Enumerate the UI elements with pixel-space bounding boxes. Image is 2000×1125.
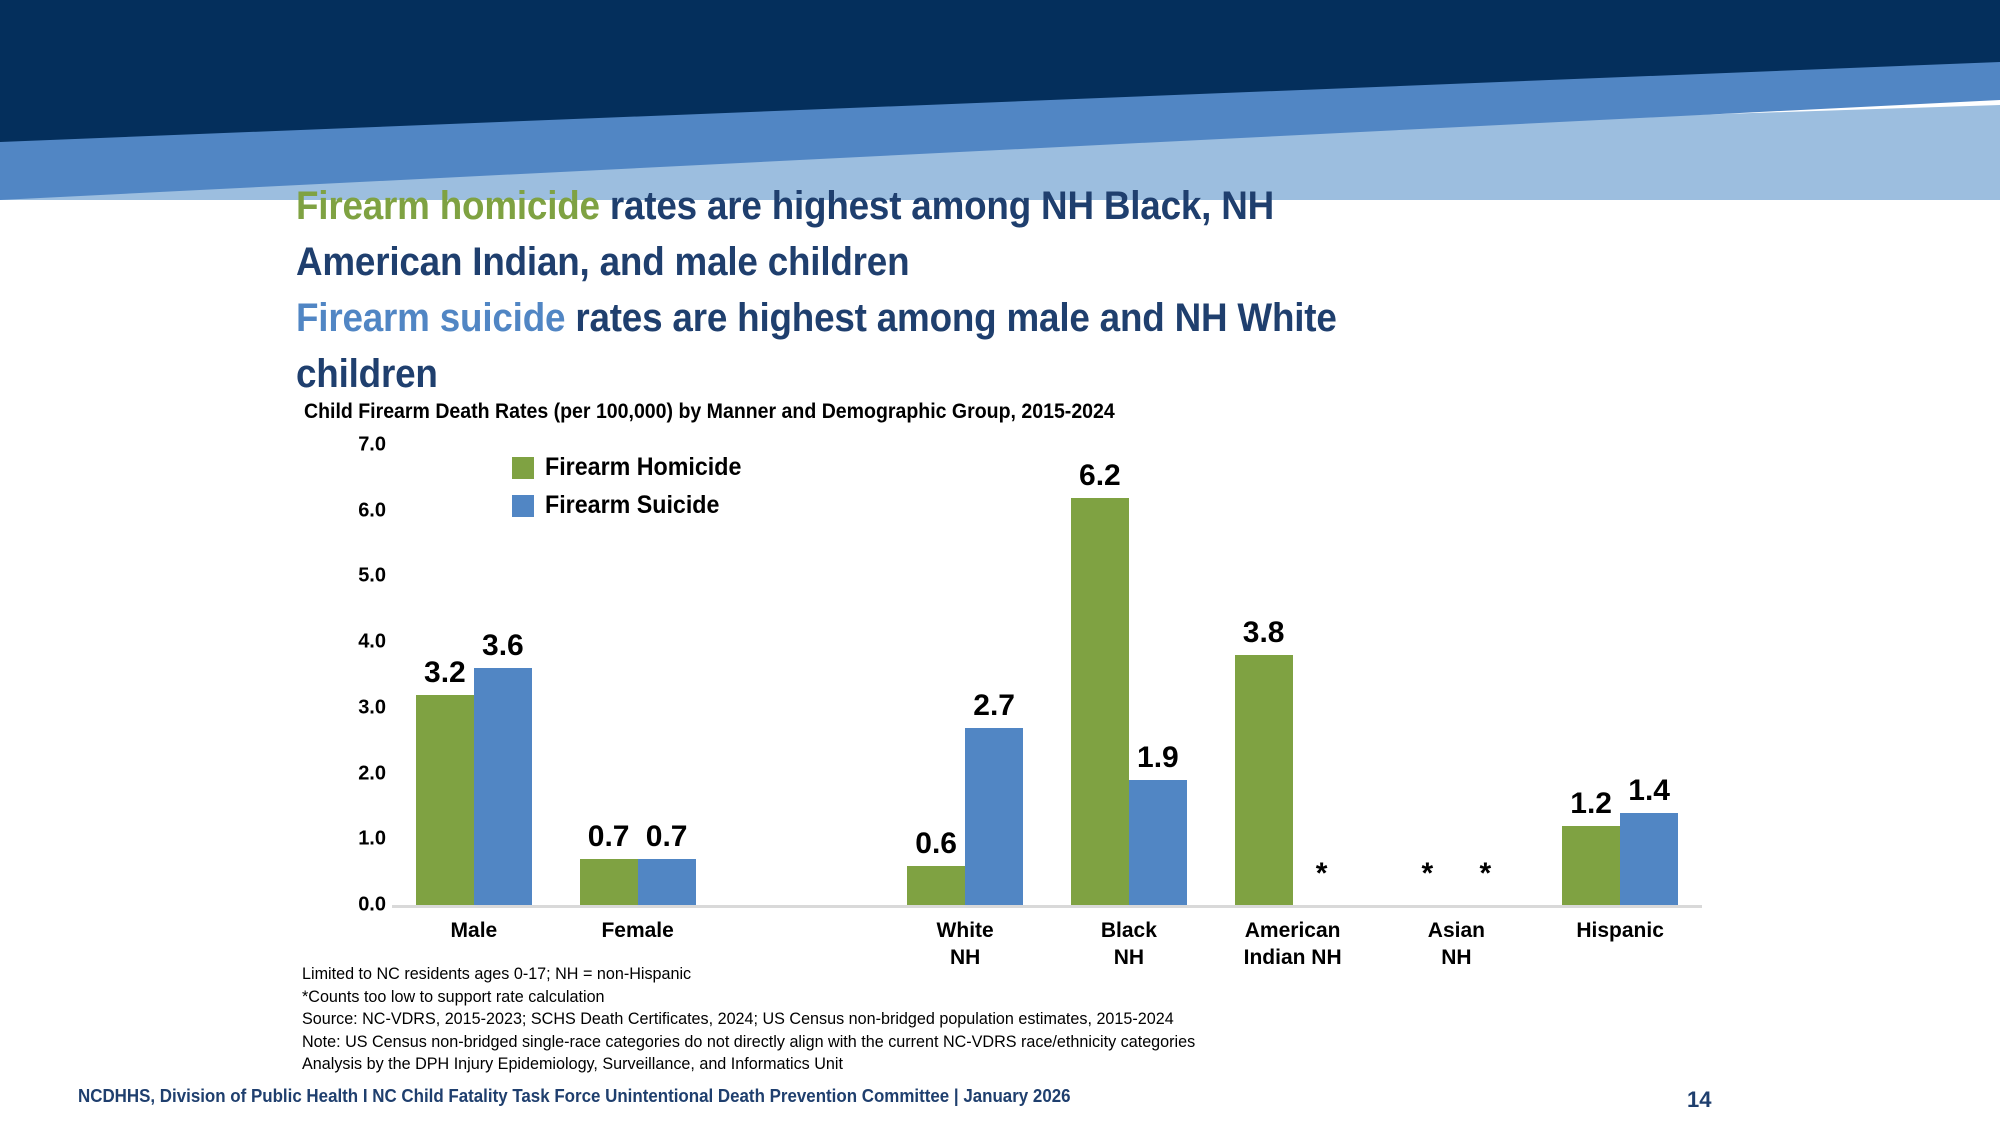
bar-homicide[interactable] (415, 694, 474, 905)
title-line2: American Indian, and male children (296, 240, 910, 284)
bar-suicide[interactable] (965, 727, 1024, 905)
bar-homicide[interactable] (1070, 497, 1129, 905)
bar-value-label: 2.7 (973, 688, 1015, 722)
bar-homicide[interactable] (907, 865, 966, 905)
bar-homicide[interactable] (1234, 655, 1293, 905)
footnote-line: Note: US Census non-bridged single-race … (302, 1031, 1196, 1051)
y-axis-tick: 1.0 (358, 827, 386, 850)
footnote-line: Limited to NC residents ages 0-17; NH = … (302, 964, 692, 983)
chart-title: Child Firearm Death Rates (per 100,000) … (304, 400, 1115, 423)
title-keyword-suicide: Firearm suicide (296, 296, 566, 340)
bar-suicide[interactable] (1128, 780, 1187, 905)
header-light-blue-shape (0, 105, 2000, 200)
title-line1-rest: rates are highest among NH Black, NH (599, 184, 1275, 228)
title-line4: children (296, 352, 438, 396)
bar-value-label: 3.2 (424, 655, 466, 689)
page-number: 14 (1687, 1087, 1712, 1112)
bar-value-label: 1.2 (1570, 787, 1612, 821)
chart-container: Child Firearm Death Rates (per 100,000) … (296, 400, 1716, 969)
x-axis-label: American Indian NH (1243, 919, 1342, 969)
x-axis-label: Black NH (1100, 919, 1157, 969)
slide-title: Firearm homicide rates are highest among… (296, 178, 1584, 402)
bar-value-label: 0.6 (915, 826, 957, 860)
bar-homicide[interactable] (1562, 826, 1621, 905)
bar-homicide[interactable] (579, 859, 638, 905)
bar-suicide[interactable] (637, 859, 696, 905)
bar-value-label: 3.8 (1242, 616, 1285, 650)
plot-area: 0.0 1.0 2.0 3.0 4.0 5.0 6.0 7.0 Firearm Homicid… (358, 434, 1972, 969)
y-axis-tick: 7.0 (358, 433, 386, 456)
bar-value-label: 6.2 (1079, 458, 1121, 492)
y-axis-tick: 4.0 (358, 630, 386, 653)
footer-attribution: NCDHHS, Division of Public Health I NC C… (78, 1086, 1071, 1106)
bar-value-label: 1.4 (1628, 774, 1670, 807)
chart-legend: Firearm Homicide Firearm Suicide (512, 453, 756, 529)
x-axis-label: Female (601, 919, 674, 942)
x-axis-label: White NH (936, 919, 994, 969)
footnote-line: Analysis by the DPH Injury Epidemiology,… (302, 1054, 843, 1073)
y-axis-tick: 0.0 (358, 893, 386, 916)
header-banner (0, 0, 2000, 200)
bar-suicide[interactable] (473, 668, 532, 905)
legend-item-suicide[interactable]: Firearm Suicide (512, 491, 756, 520)
legend-label: Firearm Suicide (545, 491, 720, 519)
legend-label: Firearm Homicide (545, 453, 742, 481)
y-axis-tick: 3.0 (358, 696, 386, 719)
x-axis-label: Hispanic (1576, 919, 1664, 942)
chart-footnotes: Limited to NC residents ages 0-17; NH = … (302, 963, 1195, 1076)
footnote-line: *Counts too low to support rate calculat… (302, 986, 605, 1006)
bar-suicide[interactable] (1620, 813, 1679, 905)
bar-value-label: 1.9 (1137, 741, 1179, 775)
suppressed-marker: * (1421, 857, 1434, 890)
bar-value-label: 0.7 (645, 820, 688, 853)
x-axis-label: Asian NH (1427, 919, 1485, 969)
x-axis-line (392, 905, 1702, 908)
header-mid-blue-band (0, 60, 2000, 200)
x-axis-label: Male (450, 919, 498, 942)
y-axis-tick: 2.0 (358, 762, 386, 785)
header-navy-band (0, 0, 2000, 142)
suppressed-marker: * (1479, 857, 1492, 890)
footnote-line: Source: NC-VDRS, 2015-2023; SCHS Death C… (302, 1009, 1174, 1028)
legend-swatch-icon (512, 456, 534, 479)
suppressed-marker: * (1315, 857, 1328, 890)
y-axis-tick: 5.0 (358, 564, 386, 587)
bar-value-label: 0.7 (587, 820, 630, 853)
title-line3-rest: rates are highest among male and NH Whit… (565, 296, 1337, 340)
legend-item-homicide[interactable]: Firearm Homicide (512, 453, 756, 482)
bar-value-label: 3.6 (482, 629, 524, 663)
title-keyword-homicide: Firearm homicide (296, 184, 600, 228)
legend-swatch-icon (512, 494, 534, 517)
y-axis-tick: 6.0 (358, 499, 386, 522)
